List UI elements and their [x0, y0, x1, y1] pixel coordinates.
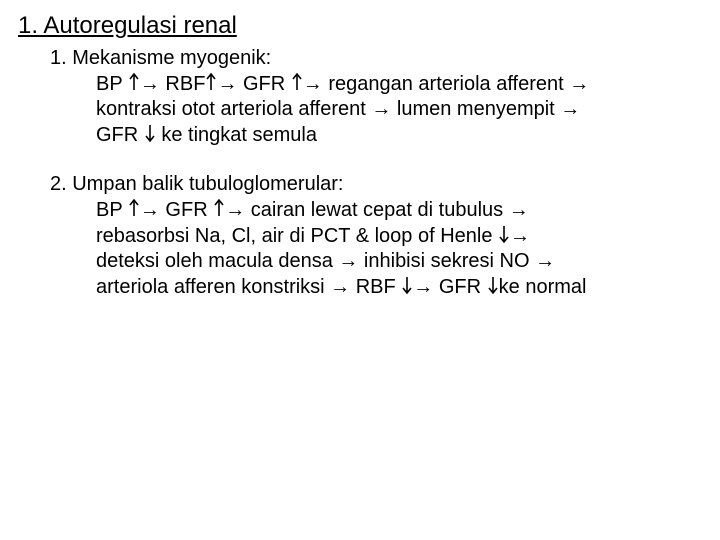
point-2-line-2: rebasorbsi Na, Cl, air di PCT & loop of …	[18, 224, 702, 250]
point-1-head: 1. Mekanisme myogenik:	[18, 46, 702, 72]
point-2-line-1: BP → GFR → cairan lewat cepat di tubulus…	[18, 198, 702, 224]
point-2: 2. Umpan balik tubuloglomerular: BP → GF…	[18, 172, 702, 300]
point-1-line-2: kontraksi otot arteriola afferent → lume…	[18, 97, 702, 123]
point-2-line-3: deteksi oleh macula densa → inhibisi sek…	[18, 249, 702, 275]
slide-container: 1. Autoregulasi renal 1. Mekanisme myoge…	[0, 0, 720, 300]
point-2-line-4: arteriola afferen konstriksi → RBF → GFR…	[18, 275, 702, 301]
point-1-line-3: GFR ke tingkat semula	[18, 123, 702, 149]
slide-title: 1. Autoregulasi renal	[18, 12, 702, 40]
point-2-head: 2. Umpan balik tubuloglomerular:	[18, 172, 702, 198]
point-1: 1. Mekanisme myogenik: BP → RBF→ GFR → r…	[18, 46, 702, 148]
point-1-line-1: BP → RBF→ GFR → regangan arteriola affer…	[18, 72, 702, 98]
